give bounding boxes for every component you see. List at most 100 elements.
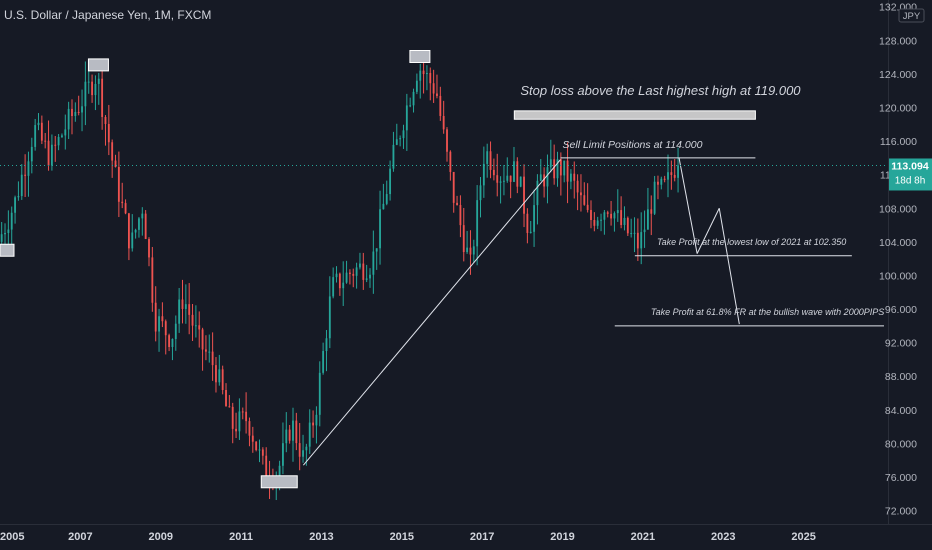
candle-body xyxy=(446,129,448,152)
candle-body xyxy=(107,123,110,143)
y-tick-label: 116.000 xyxy=(880,136,917,148)
candle-body xyxy=(536,180,539,206)
candle-body xyxy=(426,73,428,75)
candle-body xyxy=(556,159,559,179)
candle-body xyxy=(586,204,589,210)
candle-body xyxy=(318,372,321,415)
candle-body xyxy=(315,414,318,426)
y-tick-label: 108.000 xyxy=(879,203,917,215)
candle-body xyxy=(127,213,130,249)
candle-body xyxy=(630,233,633,235)
candle-body xyxy=(566,160,569,182)
candle-body xyxy=(422,70,425,75)
candle-body xyxy=(87,81,90,83)
candle-body xyxy=(646,209,649,230)
candle-body xyxy=(355,267,358,276)
candle-body xyxy=(37,122,40,126)
candle-body xyxy=(650,209,653,214)
candle-body xyxy=(456,202,458,206)
candle-body xyxy=(181,299,184,309)
candle-body xyxy=(71,108,73,116)
x-tick-label: 2019 xyxy=(550,531,574,543)
candle-body xyxy=(245,411,248,422)
candle-body xyxy=(436,93,438,96)
candle-body xyxy=(44,140,47,142)
candle-body xyxy=(369,274,371,279)
candle-body xyxy=(529,231,532,233)
candle-body xyxy=(492,169,495,176)
y-tick-label: 96.000 xyxy=(885,304,917,316)
candle-body xyxy=(94,83,97,96)
candle-body xyxy=(144,213,147,240)
candle-body xyxy=(47,140,50,166)
candle-body xyxy=(231,406,234,429)
candle-body xyxy=(506,175,509,181)
swing-label-box xyxy=(409,50,431,63)
candle-body xyxy=(121,201,124,204)
candle-body xyxy=(50,144,53,166)
candle-body xyxy=(74,111,77,116)
y-tick-label: 84.000 xyxy=(885,405,917,417)
candle-body xyxy=(563,160,566,176)
candle-body xyxy=(278,465,281,477)
time-axis[interactable]: 2005 2007 2009 2011 2013 2015 2017 2019 2021 2023… xyxy=(0,524,932,550)
y-tick-label: 104.000 xyxy=(879,237,917,249)
candle-body xyxy=(191,314,194,326)
candle-body xyxy=(325,338,328,352)
candle-body xyxy=(124,203,127,214)
currency-label: JPY xyxy=(903,11,921,22)
candle-body xyxy=(399,138,402,140)
candle-body xyxy=(154,302,157,332)
candle-body xyxy=(482,163,485,186)
candle-body xyxy=(322,351,325,373)
candle-body xyxy=(4,232,6,235)
candle-body xyxy=(633,232,636,234)
trend-line xyxy=(718,208,740,325)
swing-label-box xyxy=(260,475,298,489)
candle-body xyxy=(111,142,114,161)
candle-body xyxy=(345,272,348,283)
x-tick-label: 2005 xyxy=(0,531,24,543)
candle-body xyxy=(17,196,20,198)
candle-body xyxy=(228,406,231,408)
candle-body xyxy=(503,180,505,182)
candle-body xyxy=(248,421,251,436)
candle-body xyxy=(469,247,472,255)
candle-body xyxy=(372,251,375,275)
candle-body xyxy=(312,422,314,426)
candle-body xyxy=(616,210,619,214)
candle-body xyxy=(419,70,422,81)
candle-body xyxy=(20,174,23,197)
candle-body xyxy=(101,78,104,118)
candle-body xyxy=(308,422,311,447)
candle-body xyxy=(141,213,144,219)
candle-body xyxy=(620,210,623,226)
candle-body xyxy=(64,129,67,136)
last-price-badge: 113.094 18d 8h xyxy=(889,158,932,191)
candle-body xyxy=(338,273,341,289)
candle-body xyxy=(328,296,331,339)
x-tick-label: 2021 xyxy=(631,531,655,543)
price-axis[interactable]: 132.000128.000124.000120.000116.000112.0… xyxy=(879,0,932,524)
candle-body xyxy=(677,165,679,178)
y-tick-label: 124.000 xyxy=(879,69,917,81)
candle-body xyxy=(375,248,378,252)
candle-body xyxy=(395,139,398,145)
candle-body xyxy=(97,78,100,84)
annotations-layer: Stop loss above the Last highest high at… xyxy=(520,83,884,317)
candle-body xyxy=(499,181,502,183)
candle-body xyxy=(91,81,94,96)
x-tick-label: 2025 xyxy=(791,531,815,543)
candle-body xyxy=(158,316,160,332)
candle-body xyxy=(365,278,368,280)
annotation-text: Sell Limit Positions at 114.000 xyxy=(563,139,703,151)
candle-body xyxy=(600,219,602,221)
candle-body xyxy=(151,257,154,303)
candle-body xyxy=(235,428,237,432)
candle-body xyxy=(27,161,30,176)
candle-body xyxy=(657,181,659,185)
candle-body xyxy=(432,83,435,94)
candle-body xyxy=(429,73,432,84)
